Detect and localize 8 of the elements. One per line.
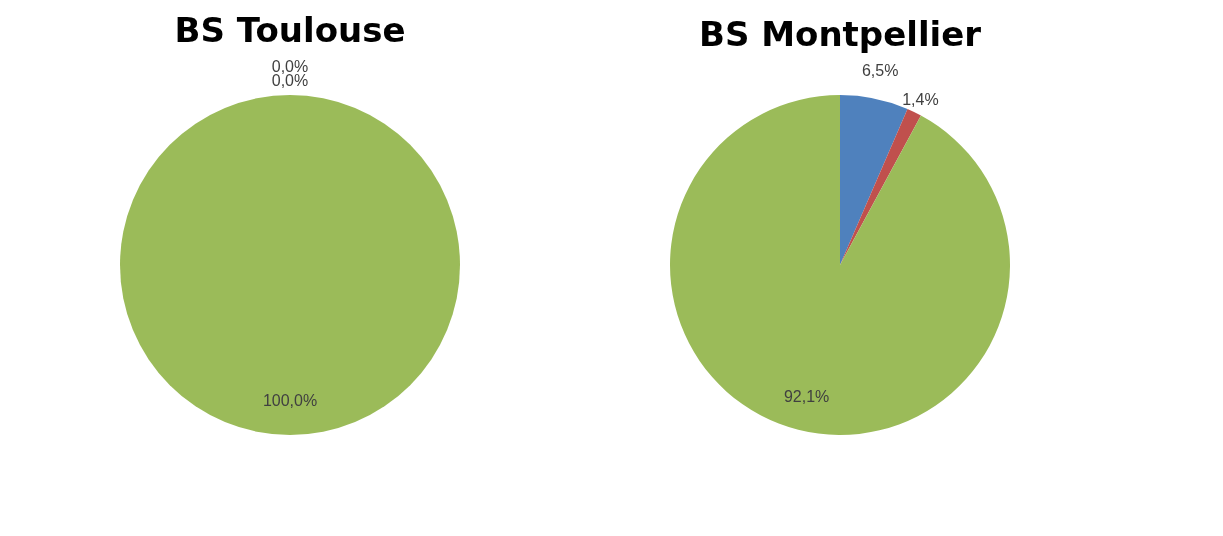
data-label: 100,0% xyxy=(262,392,318,409)
chart-title: BS Montpellier xyxy=(698,14,982,55)
pie-slice xyxy=(670,95,1010,435)
data-label: 6,5% xyxy=(861,62,899,80)
data-label: 92,1% xyxy=(783,387,830,405)
chart-title: BS Toulouse xyxy=(174,10,406,50)
text: 0,0% xyxy=(271,58,309,75)
data-label: 1,4% xyxy=(902,90,939,108)
